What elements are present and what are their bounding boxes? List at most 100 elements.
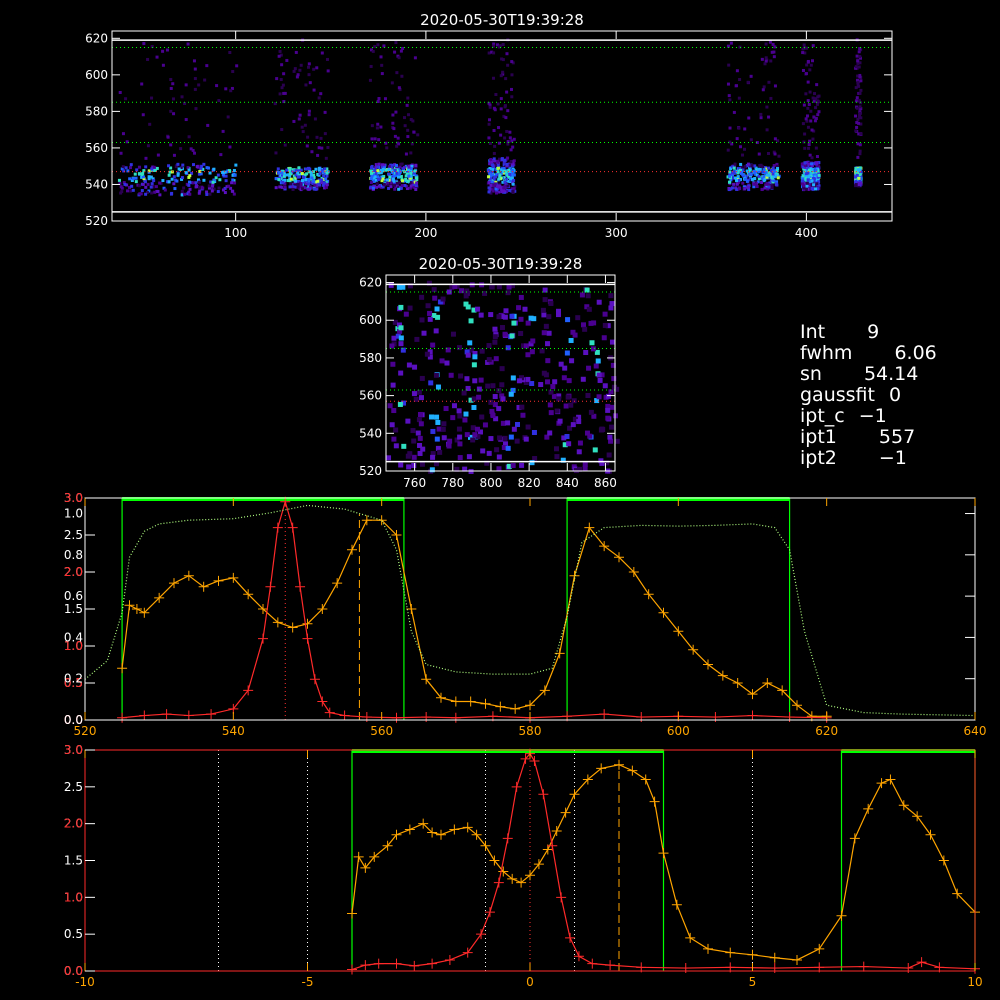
heat-pixel [188, 192, 192, 196]
heat-pixel [128, 177, 132, 181]
heat-pixel [228, 145, 232, 149]
heat-pixel [801, 122, 805, 126]
heat-pixel [487, 169, 491, 173]
data-point [258, 633, 268, 644]
heat-pixel [572, 332, 578, 338]
heat-pixel [150, 182, 154, 186]
heat-pixel [737, 126, 741, 130]
heat-pixel [415, 430, 421, 436]
heat-pixel [439, 358, 445, 364]
heat-pixel [525, 424, 531, 430]
heat-pixel [276, 167, 280, 171]
y-tick-label: 1.0 [64, 639, 83, 653]
heat-pixel [400, 74, 404, 78]
heat-pixel [469, 347, 475, 353]
heat-pixel [755, 141, 759, 145]
heat-pixel [802, 184, 806, 188]
data-point [353, 851, 364, 862]
heat-pixel [165, 48, 169, 52]
heat-pixel [372, 184, 376, 188]
heat-pixel [211, 180, 215, 184]
x-tick-label: 400 [795, 226, 818, 240]
heat-pixel [437, 299, 443, 305]
y-tick-label-red: 3.0 [64, 743, 83, 757]
data-point [332, 578, 343, 589]
heat-pixel [506, 174, 510, 178]
heat-pixel [389, 185, 393, 189]
heat-pixel [502, 314, 508, 320]
heat-pixel [814, 146, 818, 150]
heat-pixel [546, 314, 552, 320]
heat-pixel [285, 58, 289, 62]
heat-pixel [205, 166, 209, 170]
heat-pixel [376, 122, 380, 126]
heat-pixel [414, 187, 418, 191]
heat-pixel [814, 106, 818, 110]
y-tick-label: 520 [85, 214, 108, 228]
heat-pixel [323, 167, 327, 171]
heat-pixel [496, 284, 502, 290]
heat-pixel [568, 402, 574, 408]
heat-pixel [143, 178, 147, 182]
heat-pixel [298, 113, 302, 117]
heat-pixel [121, 132, 125, 136]
heat-pixel [410, 142, 414, 146]
info-row: ipt_c −1 [800, 406, 937, 427]
heat-pixel [396, 183, 400, 187]
heat-pixel [380, 72, 384, 76]
heat-pixel [156, 153, 160, 157]
heat-pixel [857, 183, 861, 187]
heat-pixel [747, 116, 751, 120]
heat-pixel [750, 177, 754, 181]
heat-pixel [124, 97, 128, 101]
heat-pixel [228, 51, 232, 55]
heat-pixel [501, 445, 507, 451]
heat-pixel [458, 373, 464, 379]
heat-pixel [395, 173, 399, 177]
heat-pixel [409, 179, 413, 183]
data-point [409, 960, 420, 971]
heat-pixel [804, 92, 808, 96]
heat-pixel [856, 82, 860, 86]
y-tick-label-red: 0.0 [64, 713, 83, 727]
heat-pixel [509, 178, 513, 182]
heat-pixel [614, 438, 620, 444]
heat-pixel [609, 404, 615, 410]
heat-pixel [457, 413, 463, 419]
heat-pixel [280, 86, 284, 90]
heat-pixel [224, 174, 228, 178]
heat-pixel [397, 86, 401, 90]
heat-pixel [811, 44, 815, 48]
heat-pixel [411, 119, 415, 123]
heat-pixel [582, 465, 588, 471]
heat-pixel [492, 157, 496, 161]
heat-pixel [405, 103, 409, 107]
heat-pixel [281, 180, 285, 184]
heat-pixel [231, 69, 235, 73]
data-point [628, 567, 639, 577]
heat-pixel [293, 67, 297, 71]
heat-pixel [727, 187, 731, 191]
heat-pixel [588, 320, 594, 326]
y-tick-label: 1.5 [64, 602, 83, 616]
heat-pixel [317, 96, 321, 100]
heat-pixel [609, 424, 615, 430]
heat-pixel [296, 182, 300, 186]
heat-pixel [118, 181, 122, 185]
heat-pixel [411, 391, 417, 397]
heat-pixel [804, 176, 808, 180]
data-point [309, 674, 320, 685]
heat-pixel [312, 170, 316, 174]
heat-pixel [808, 153, 812, 157]
data-point [640, 774, 651, 785]
heat-pixel [775, 173, 779, 177]
data-point [573, 951, 584, 962]
heat-pixel [309, 173, 313, 177]
data-point [206, 709, 217, 720]
heat-pixel [726, 82, 730, 86]
heat-pixel [856, 59, 860, 63]
heat-pixel [226, 115, 230, 119]
data-point [777, 685, 788, 696]
heat-pixel [153, 190, 157, 194]
heat-pixel [376, 43, 380, 47]
